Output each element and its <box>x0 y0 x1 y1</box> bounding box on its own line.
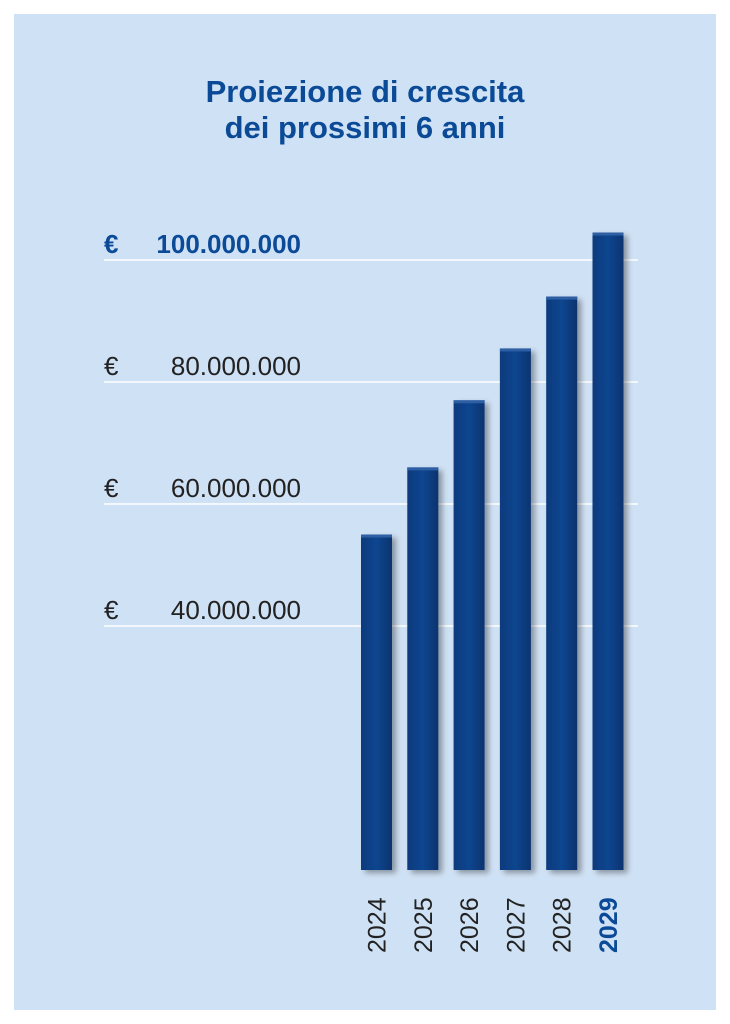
bar-top-edge <box>407 467 439 471</box>
bar-2024 <box>361 534 392 870</box>
bar-2025 <box>407 467 439 870</box>
bar-2026 <box>453 400 485 870</box>
y-tick-label: 80.000.000 <box>171 351 301 381</box>
y-tick-label: 40.000.000 <box>171 595 301 625</box>
title-line-1: Proiezione di crescita <box>205 74 525 109</box>
title-line-2: dei prossimi 6 anni <box>224 110 506 145</box>
y-tick-label: 100.000.000 <box>156 229 301 259</box>
x-tick-label: 2029 <box>595 897 623 953</box>
x-tick-label: 2026 <box>456 897 484 953</box>
bar-top-edge <box>592 232 624 236</box>
bar-top-edge <box>361 534 392 538</box>
bar-2029 <box>592 232 624 871</box>
x-tick-label: 2028 <box>549 897 577 953</box>
bar-top-edge <box>453 400 485 404</box>
x-tick-label: 2025 <box>410 897 438 953</box>
y-tick-currency: € <box>104 473 119 503</box>
bar-2028 <box>546 296 578 871</box>
bar-top-edge <box>546 296 578 300</box>
y-tick-currency: € <box>104 229 118 259</box>
x-tick-label: 2027 <box>502 897 530 953</box>
bar-2027 <box>499 348 531 870</box>
y-tick-label: 60.000.000 <box>171 473 301 503</box>
y-tick-currency: € <box>104 351 119 381</box>
chart-title: Proiezione di crescita dei prossimi 6 an… <box>0 74 730 146</box>
bar-top-edge <box>499 348 531 352</box>
x-tick-label: 2024 <box>364 897 392 953</box>
y-tick-currency: € <box>104 595 119 625</box>
